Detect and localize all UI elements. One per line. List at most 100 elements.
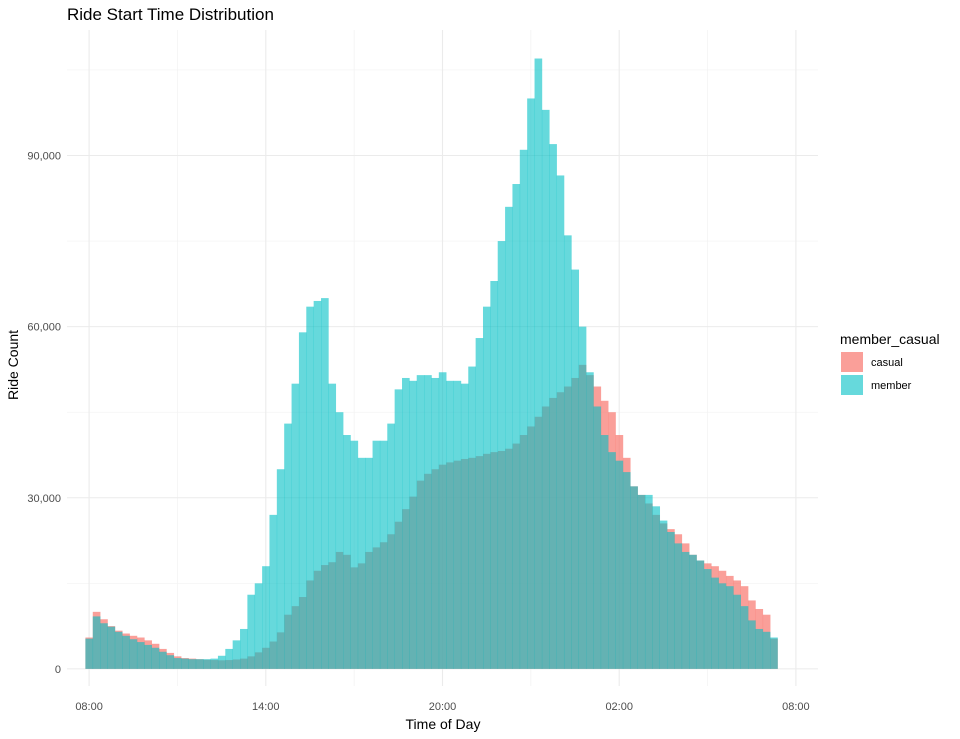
y-tick-label: 0 [55,664,61,676]
member-bar [519,149,528,669]
member-bar [431,377,440,669]
member-bar [92,616,101,669]
legend: member_casual casual member [840,331,940,395]
member-bar [269,514,278,669]
member-bar [85,638,94,669]
member-bar [644,494,653,669]
member-bar [652,506,661,669]
member-bar [240,628,248,669]
member-bar [276,469,285,669]
member-bar [733,594,741,669]
member-bar [122,635,130,669]
member-bar [298,332,307,669]
member-bar [622,472,631,669]
member-bar [159,651,167,669]
legend-key-member [841,375,863,395]
member-bar [173,658,182,669]
member-bar [379,440,388,669]
member-bar [482,306,491,669]
member-bar [129,639,138,669]
member-bar [512,184,521,669]
member-bar [571,269,580,669]
member-bar [402,377,410,669]
member-bar [468,366,476,669]
y-tick-label: 60,000 [27,322,61,334]
member-bar [438,372,447,669]
x-tick-label: 08:00 [75,701,103,713]
member-bar [637,494,646,669]
member-bar [630,486,638,669]
member-bar [534,58,543,669]
x-tick-label: 08:00 [782,701,810,713]
member-bar [563,235,572,669]
x-tick-label: 20:00 [429,701,457,713]
x-tick-label: 02:00 [605,701,633,713]
member-bar [586,372,594,669]
member-bar [387,423,395,669]
member-bar [608,452,616,669]
member-bar [372,440,381,669]
member-bar [247,594,256,669]
member-bar [600,435,609,669]
member-bar [674,543,683,669]
member-bar [527,98,535,669]
member-bar [100,623,108,669]
member-bar [770,637,778,669]
member-bar [394,389,403,669]
member-bar [424,375,432,669]
member-bar [549,144,557,669]
series-member [85,58,778,669]
member-bar [144,644,152,669]
member-bar [313,300,322,669]
member-bar [497,241,506,669]
member-bar [696,560,705,669]
y-tick-label: 90,000 [27,150,61,162]
member-bar [740,606,749,669]
member-bar [667,531,675,669]
member-bar [416,375,425,669]
y-axis-ticks: 0 30,000 60,000 90,000 [27,150,61,675]
member-bar [659,520,668,669]
member-bar [578,326,587,669]
member-bar [475,338,484,669]
legend-label-casual: casual [871,357,903,369]
member-bar [505,206,513,669]
member-bar [195,659,204,669]
member-bar [166,655,175,669]
member-bar [615,460,624,669]
member-bar [460,383,469,669]
member-bar [725,586,734,669]
member-bar [291,383,300,669]
member-bar [254,583,263,669]
member-bar [107,626,116,669]
member-bar [681,551,690,669]
member-bar [151,647,160,669]
member-bar [328,383,337,669]
member-bar [409,380,418,669]
y-axis-title: Ride Count [5,330,21,400]
member-bar [335,412,344,669]
legend-title: member_casual [840,331,940,347]
chart-title: Ride Start Time Distribution [67,5,274,24]
member-bar [453,380,462,669]
member-bar [711,577,719,669]
x-axis-title: Time of Day [406,716,481,732]
member-bar [343,435,351,669]
member-bar [262,566,270,669]
legend-label-member: member [871,380,912,392]
member-bar [755,628,764,669]
member-bar [114,631,123,669]
member-bar [703,569,712,669]
member-bar [136,642,145,669]
member-bar [321,298,329,669]
member-bar [541,109,550,669]
member-bar [203,659,211,669]
member-bar [357,457,366,669]
x-axis-ticks: 08:00 14:00 20:00 02:00 08:00 [75,701,809,713]
member-bar [446,380,454,669]
member-bar [556,175,565,669]
member-bar [593,406,602,669]
member-bar [210,658,219,669]
member-bar [490,280,499,669]
